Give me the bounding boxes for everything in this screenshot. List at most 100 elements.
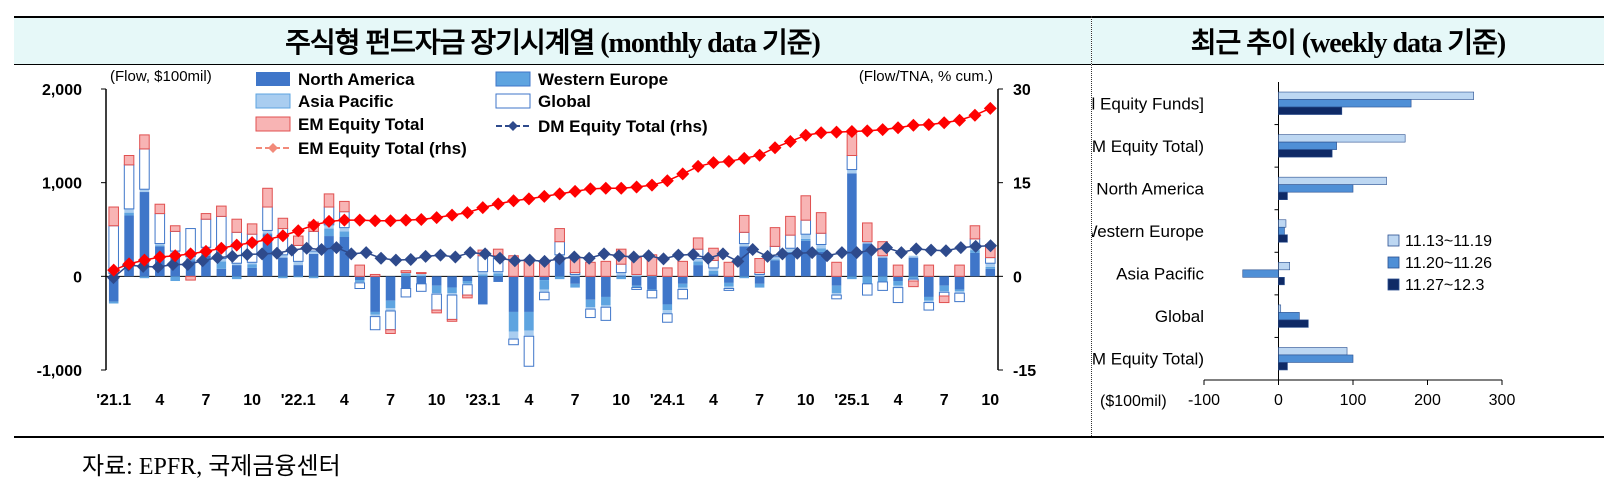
dm-equity-total-point (775, 247, 789, 261)
western-europe-bar (816, 248, 826, 252)
north-america-bar (247, 267, 257, 277)
dm-equity-total-point (820, 249, 834, 263)
western-europe-bar (324, 228, 334, 237)
western-europe-bar (570, 283, 580, 288)
week-bar (1278, 149, 1333, 158)
western-europe-bar (447, 287, 457, 294)
dm-equity-total-point (612, 249, 626, 263)
em-equity-total-point (291, 224, 305, 238)
em-equity-bar (554, 228, 565, 243)
em-equity-bar (831, 261, 842, 277)
western-europe-bar (862, 276, 873, 284)
category-label: Asia Pacific (1116, 265, 1204, 284)
north-america-bar (508, 276, 519, 312)
legend-global-swatch (495, 93, 531, 109)
x-tick-label: '25.1 (834, 392, 869, 409)
em-equity-total-point (153, 250, 167, 264)
global-bar (892, 287, 904, 304)
dm-equity-total-point (329, 241, 343, 255)
western-europe-bar (247, 264, 257, 268)
legend-swatch (1387, 278, 1400, 291)
dm-equity-total-point (270, 246, 284, 260)
em-equity-bar (354, 264, 366, 277)
asia-pacific-bar (370, 314, 380, 317)
dm-equity-total-point (880, 241, 893, 255)
em-equity-total-point (353, 213, 367, 227)
dm-equity-total-point (359, 246, 373, 260)
em-equity-total-point (968, 108, 982, 122)
western-europe-bar (585, 299, 596, 308)
dm-equity-total-point (151, 260, 165, 274)
dm-equity-total-point (701, 251, 715, 265)
em-equity-total-point (184, 247, 198, 261)
western-europe-bar (124, 212, 134, 216)
x-tick-label: 7 (202, 392, 211, 409)
global-bar (600, 306, 612, 321)
asia-pacific-bar (601, 305, 611, 308)
em-equity-bar (723, 261, 735, 277)
asia-pacific-bar (293, 261, 304, 266)
asia-pacific-bar (800, 234, 811, 239)
north-america-bar (601, 276, 611, 297)
western-europe-bar (539, 280, 550, 290)
em-equity-total-point (722, 154, 736, 168)
north-america-bar (216, 268, 227, 277)
western-europe-bar (616, 276, 626, 280)
north-america-bar (831, 276, 842, 286)
north-america-bar (478, 276, 488, 305)
category-label: Western Europe (1092, 222, 1204, 241)
dm-equity-total-point (315, 242, 329, 256)
em-equity-total-point (814, 126, 828, 140)
y-tick-label: 0 (73, 269, 82, 286)
em-equity-total-point (507, 194, 521, 208)
em-equity-bar (123, 155, 135, 166)
global-bar (154, 213, 166, 245)
em-equity-total-point (983, 101, 997, 115)
western-europe-bar (170, 276, 180, 282)
western-europe-bar (908, 276, 919, 280)
western-europe-bar (754, 283, 765, 288)
right-axis-note: (Flow/TNA, % cum.) (859, 68, 993, 85)
em-equity-total-point (568, 184, 582, 198)
north-america-bar (262, 234, 273, 277)
north-america-bar (293, 265, 304, 277)
legend-em-line-marker (268, 143, 278, 153)
western-europe-bar (308, 276, 319, 279)
western-europe-bar (385, 300, 396, 309)
legend-label: 11.13~11.19 (1405, 233, 1492, 250)
north-america-bar (724, 276, 734, 283)
em-equity-total-point (260, 232, 274, 246)
em-equity-bar (677, 260, 688, 277)
week-bar (1278, 106, 1343, 115)
category-label: [All Equity Funds] (1092, 94, 1204, 113)
dm-equity-total-point (493, 251, 507, 265)
em-equity-bar (400, 270, 412, 274)
em-equity-total-point (307, 218, 321, 232)
western-europe-bar (985, 266, 996, 269)
em-equity-bar (938, 295, 950, 304)
dm-equity-total-point (686, 247, 700, 261)
north-america-bar (924, 276, 934, 297)
north-america-bar (708, 274, 719, 277)
em-equity-total-point (430, 211, 444, 225)
asia-pacific-bar (308, 251, 319, 254)
western-europe-bar (139, 276, 150, 279)
global-bar (877, 281, 888, 291)
asia-pacific-bar (278, 254, 288, 258)
asia-pacific-bar (893, 285, 903, 288)
western-europe-bar (893, 281, 903, 286)
em-equity-total-point (168, 249, 182, 263)
western-europe-bar (831, 285, 842, 294)
legend-north-america-label: North America (298, 70, 415, 89)
global-bar (738, 231, 750, 245)
em-equity-bar (292, 235, 304, 246)
y-tick-label: -1,000 (37, 363, 82, 380)
em-equity-total-point (845, 124, 859, 138)
em-equity-total-point (460, 206, 474, 220)
em-equity-bar (738, 214, 750, 233)
north-america-bar (893, 276, 903, 282)
em-equity-total-point (614, 181, 628, 195)
western-europe-bar (478, 274, 488, 277)
north-america-bar (554, 257, 565, 277)
em-equity-total-point (445, 208, 459, 222)
